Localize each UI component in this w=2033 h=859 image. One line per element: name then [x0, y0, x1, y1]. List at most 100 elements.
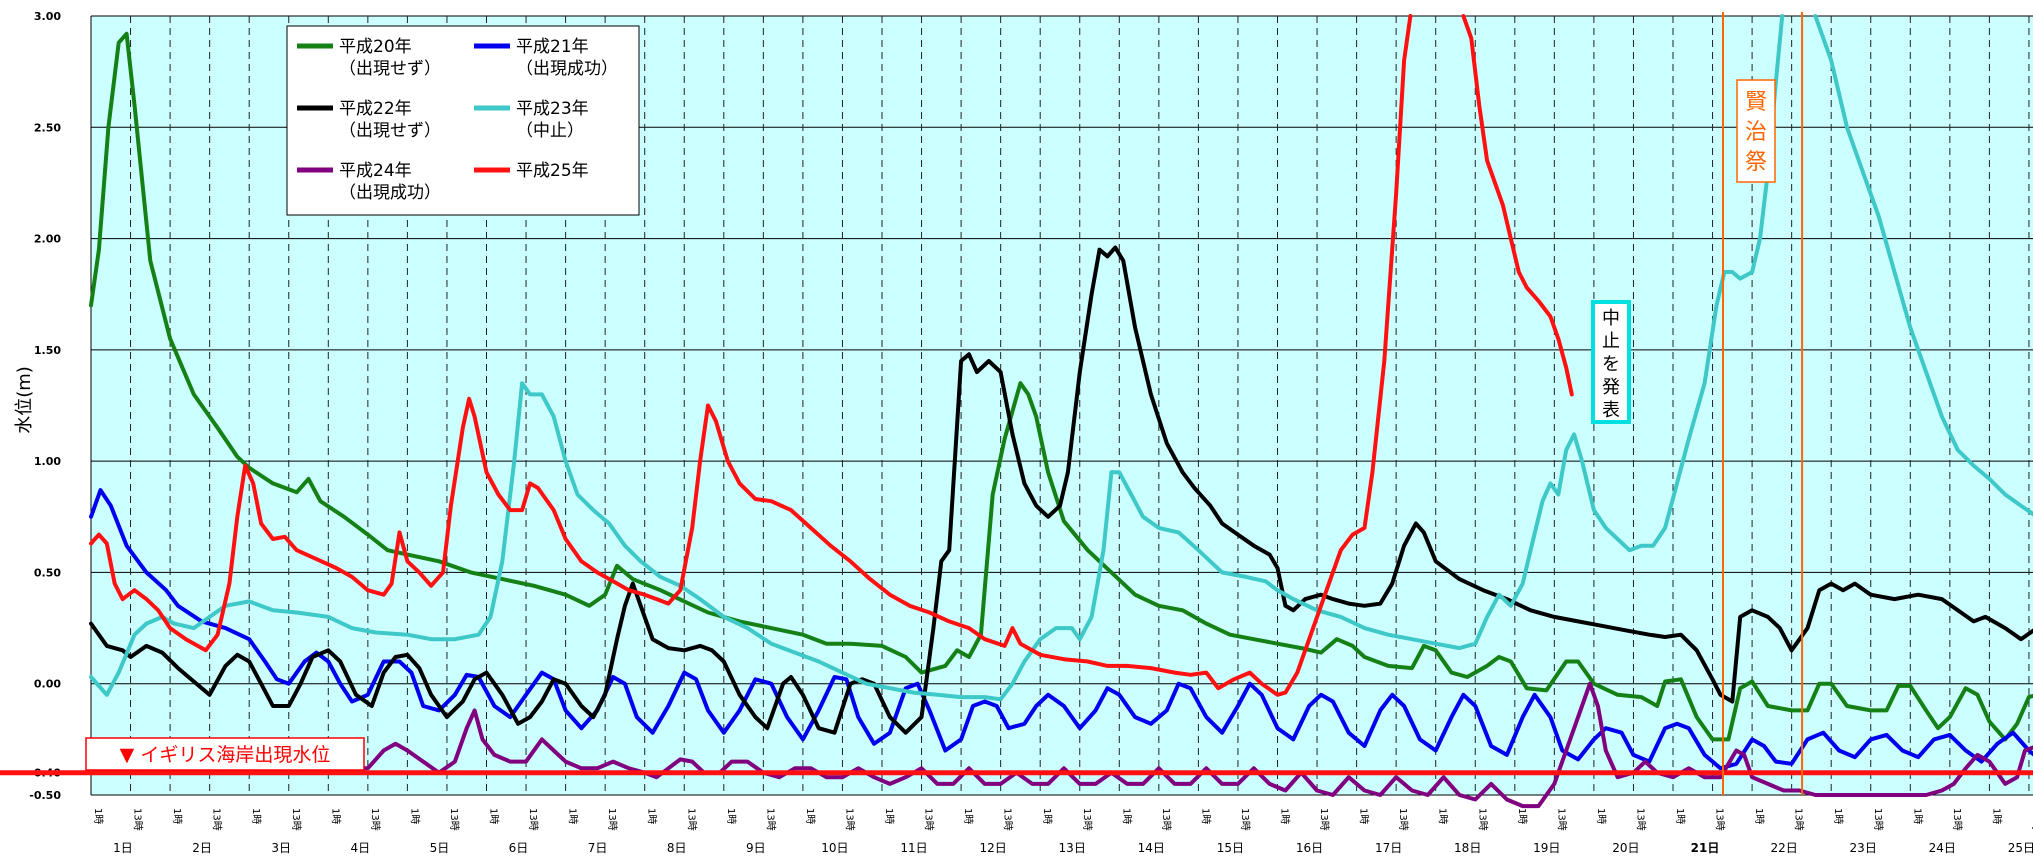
x-tick-day: 19日	[1533, 841, 1560, 855]
x-tick-hour: 1時	[1753, 808, 1765, 824]
kenjisai-char: 治	[1745, 120, 1767, 145]
x-tick-hour: 13時	[764, 808, 776, 831]
x-tick-hour: 13時	[843, 808, 855, 831]
series-line	[1461, 14, 1574, 397]
y-tick-label: 0.50	[34, 566, 61, 579]
x-tick-hour: 13時	[606, 808, 618, 831]
series-line	[89, 14, 1785, 702]
x-tick-hour: 1時	[1832, 808, 1844, 824]
series-line	[89, 14, 1413, 697]
x-tick-hour: 13時	[1714, 808, 1726, 831]
x-tick-day: 14日	[1138, 841, 1165, 855]
y-tick-label: 2.00	[34, 233, 61, 246]
x-tick-hour: 13時	[1872, 808, 1884, 831]
x-tick-day: 10日	[821, 841, 848, 855]
x-tick-day: 16日	[1296, 841, 1323, 855]
x-tick-hour: 13時	[527, 808, 539, 831]
legend-label: 平成25年	[516, 161, 589, 181]
x-tick-hour: 13時	[369, 808, 381, 831]
threshold-label: ▼ イギリス海岸出現水位	[120, 744, 331, 766]
x-tick-hour: 13時	[1081, 808, 1093, 831]
x-tick-day: 21日	[1691, 841, 1720, 855]
x-tick-day: 24日	[1929, 841, 1956, 855]
legend-sublabel: （出現せず）	[339, 59, 441, 79]
legend-label: 平成21年	[516, 37, 589, 57]
x-tick-hour: 1時	[250, 808, 262, 824]
x-tick-day: 18日	[1454, 841, 1481, 855]
x-tick-hour: 1時	[1199, 808, 1211, 824]
legend-label: 平成24年	[339, 161, 412, 181]
legend-sublabel: （出現成功）	[339, 183, 441, 203]
x-tick-hour: 13時	[685, 808, 697, 831]
x-tick-hour: 13時	[1951, 808, 1963, 831]
x-tick-hour: 13時	[448, 808, 460, 831]
chuushi-char: 中	[1602, 308, 1620, 329]
y-tick-label: 0.00	[34, 678, 61, 691]
legend-box	[286, 25, 640, 216]
x-tick-hour: 1時	[883, 808, 895, 824]
y-tick-label: 3.00	[34, 10, 61, 23]
x-tick-hour: 13時	[1476, 808, 1488, 831]
chuushi-box	[1591, 300, 1631, 424]
x-tick-day: 17日	[1375, 841, 1402, 855]
y-tick-label: -0.50	[29, 789, 61, 802]
x-tick-hour: 13時	[132, 808, 144, 831]
kenjisai-char: 祭	[1745, 150, 1767, 175]
x-tick-hour: 1時	[804, 808, 816, 824]
x-tick-day: 7日	[588, 841, 608, 855]
x-tick-day: 4日	[350, 841, 370, 855]
x-tick-day: 5日	[430, 841, 450, 855]
series-lines	[0, 14, 2033, 809]
legend-label: 平成22年	[339, 99, 412, 119]
chuushi-char: 止	[1602, 331, 1620, 352]
x-tick-day: 6日	[509, 841, 529, 855]
legend-sublabel: （出現せず）	[339, 121, 441, 141]
x-tick-hour: 1時	[408, 808, 420, 824]
y-tick-label: 1.50	[34, 344, 61, 357]
x-tick-hour: 13時	[290, 808, 302, 831]
x-tick-hour: 13時	[1634, 808, 1646, 831]
grid-lines	[90, 15, 2033, 796]
x-tick-hour: 13時	[1002, 808, 1014, 831]
series-line	[1813, 14, 2033, 517]
x-axis-ticks: 1時 13時 1日 1時 13時 2日 1時 13時 3日 1時 13時 4日 1時 13時 5日 1時 13時…	[92, 808, 2033, 855]
x-tick-day: 15日	[1217, 841, 1244, 855]
y-tick-label: 1.00	[34, 455, 61, 468]
y-tick-label: 2.50	[34, 121, 61, 134]
x-tick-hour: 13時	[1397, 808, 1409, 831]
series-line	[89, 245, 2033, 735]
x-tick-hour: 1時	[567, 808, 579, 824]
x-tick-day: 11日	[900, 841, 927, 855]
chuushi-char: 表	[1602, 400, 1620, 421]
x-tick-hour: 1時	[171, 808, 183, 824]
chuushi-char: 発	[1602, 377, 1620, 398]
x-tick-hour: 1時	[1911, 808, 1923, 824]
x-tick-day: 8日	[667, 841, 687, 855]
x-tick-hour: 1時	[1516, 808, 1528, 824]
x-tick-hour: 13時	[1793, 808, 1805, 831]
x-tick-hour: 13時	[2030, 808, 2033, 831]
series-line	[89, 488, 2033, 771]
x-tick-hour: 13時	[1555, 808, 1567, 831]
x-tick-hour: 1時	[646, 808, 658, 824]
series-line	[89, 31, 2033, 742]
x-tick-hour: 1時	[92, 808, 104, 824]
x-tick-hour: 1時	[1120, 808, 1132, 824]
legend-label: 平成23年	[516, 99, 589, 119]
x-tick-hour: 1時	[962, 808, 974, 824]
x-tick-hour: 13時	[923, 808, 935, 831]
x-tick-hour: 1時	[725, 808, 737, 824]
legend-sublabel: （出現成功）	[516, 59, 618, 79]
x-tick-day: 3日	[271, 841, 291, 855]
x-tick-hour: 1時	[1358, 808, 1370, 824]
legend: 平成20年（出現せず）平成21年（出現成功）平成22年（出現せず）平成23年（中…	[286, 25, 640, 216]
x-tick-day: 25日	[2008, 841, 2033, 855]
x-tick-hour: 1時	[1279, 808, 1291, 824]
x-tick-hour: 1時	[329, 808, 341, 824]
x-tick-day: 23日	[1850, 841, 1877, 855]
x-tick-hour: 1時	[1674, 808, 1686, 824]
x-tick-day: 9日	[746, 841, 766, 855]
x-tick-hour: 1時	[1595, 808, 1607, 824]
